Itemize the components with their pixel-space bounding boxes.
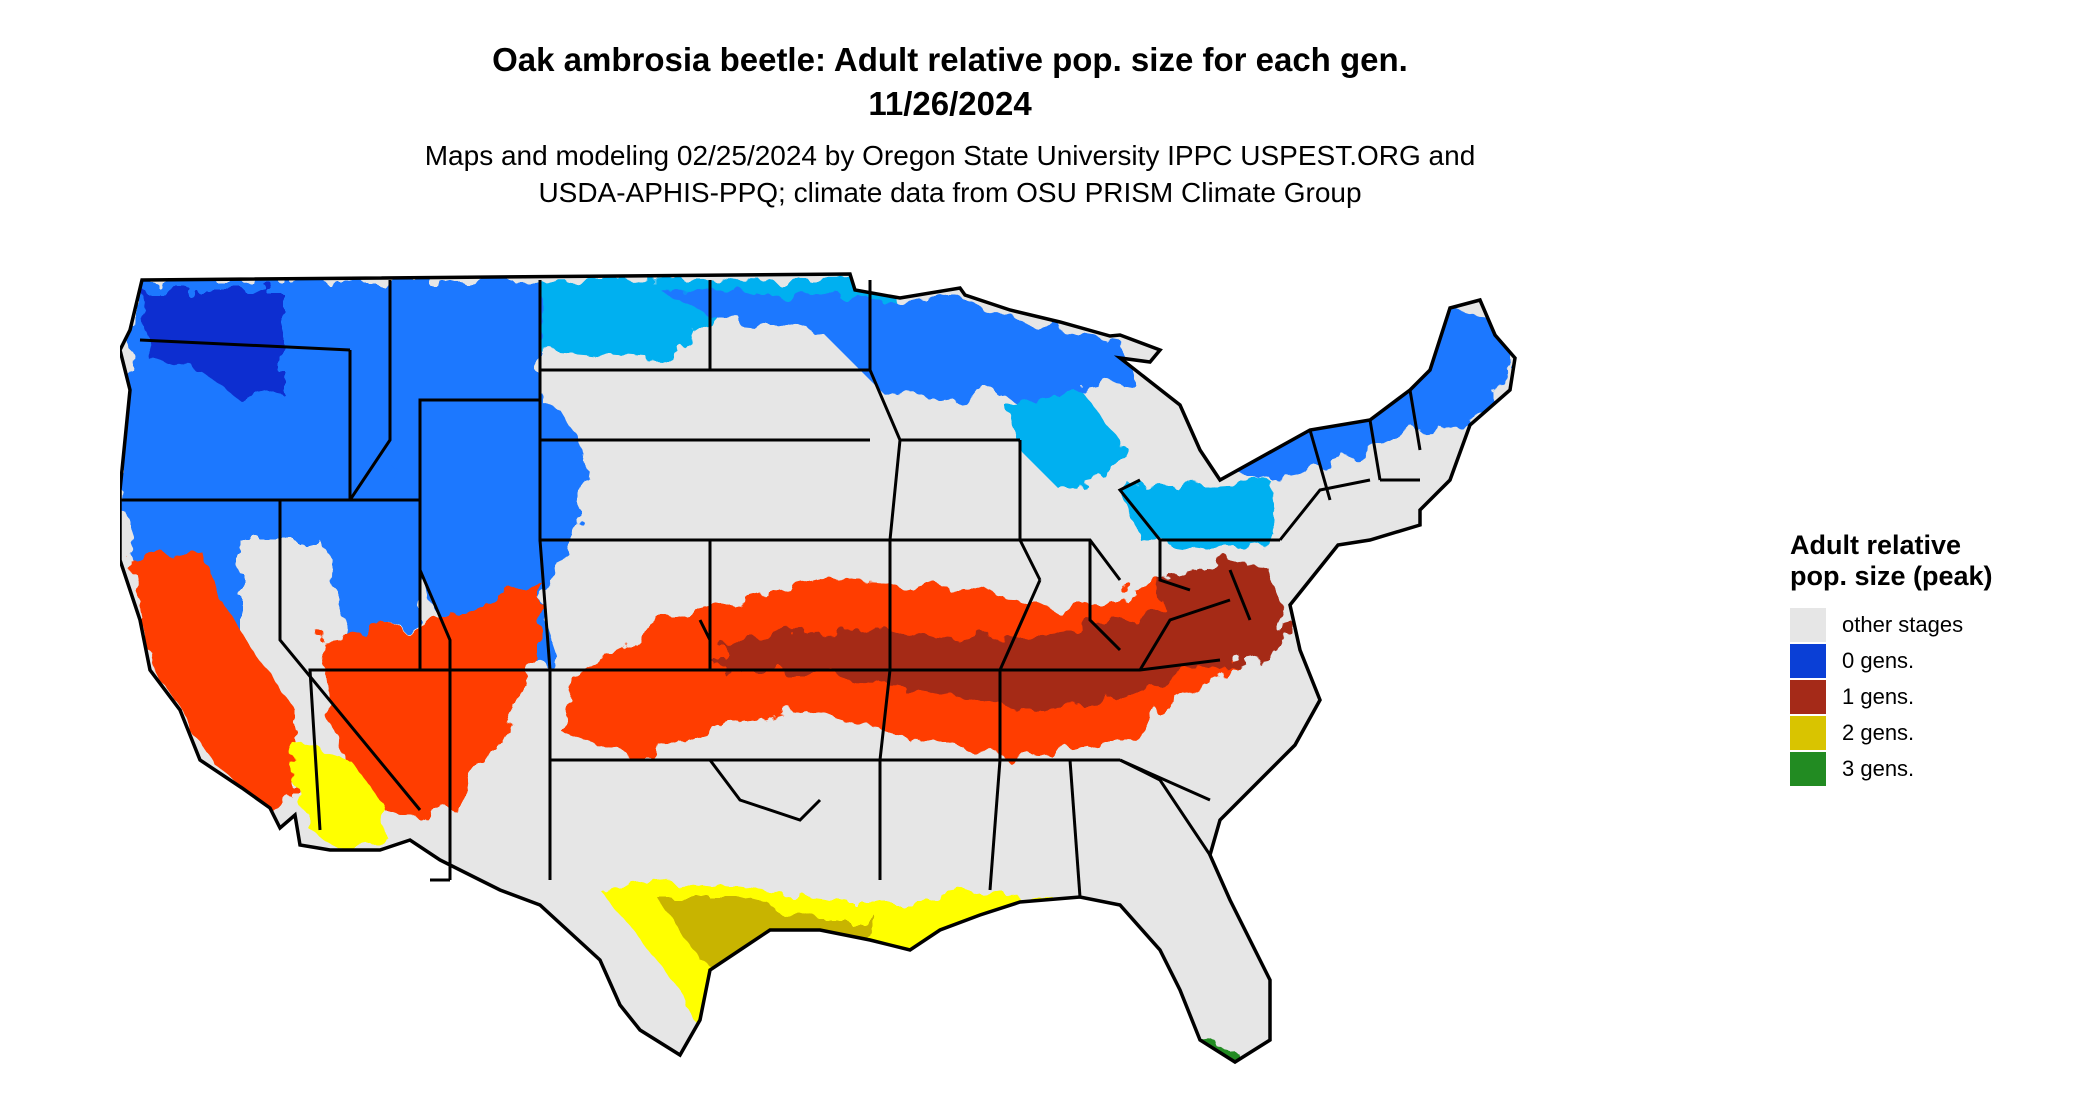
legend-swatch-1-gens <box>1790 680 1826 714</box>
zone-1-gens-virginia <box>1160 560 1290 670</box>
legend-swatch-0-gens <box>1790 644 1826 678</box>
zone-0-gens-midwest <box>660 290 1130 420</box>
model-colors-layer <box>120 274 1515 1062</box>
zone-0-gens-newyork <box>1120 480 1280 550</box>
legend-item: 0 gens. <box>1790 643 2010 679</box>
legend-label: 2 gens. <box>1842 720 1915 745</box>
map-subtitle: Maps and modeling 02/25/2024 by Oregon S… <box>0 137 1900 211</box>
legend-title: Adult relative pop. size (peak) <box>1790 530 1993 591</box>
zone-1-gens-california <box>130 550 295 810</box>
legend-swatch-3-gens <box>1790 752 1826 786</box>
legend-item: 1 gens. <box>1790 679 2010 715</box>
legend-item: other stages <box>1790 607 2010 643</box>
legend-swatch-2-gens <box>1790 716 1826 750</box>
zone-0-gens-michigan <box>1000 390 1120 490</box>
legend-item: 2 gens. <box>1790 715 2010 751</box>
legend-label: 3 gens. <box>1842 756 1915 781</box>
us-outline <box>120 272 1517 1065</box>
legend-label: other stages <box>1842 612 1964 637</box>
legend-label: 0 gens. <box>1842 648 1915 673</box>
legend-item: 3 gens. <box>1790 751 2010 787</box>
map-title: Oak ambrosia beetle: Adult relative pop.… <box>0 38 1900 126</box>
state-borders <box>120 272 1517 1065</box>
zone-1-gens-southwest <box>320 580 540 820</box>
legend: Adult relative pop. size (peak) other st… <box>1790 530 2010 787</box>
legend-swatch-other-stages <box>1790 608 1826 642</box>
zone-0-gens-dark <box>140 290 280 400</box>
legend-items: other stages 0 gens. 1 gens. 2 gens. 3 g… <box>1790 607 2010 787</box>
subtitle-line2: USDA-APHIS-PPQ; climate data from OSU PR… <box>538 177 1362 208</box>
map-title-line1: Oak ambrosia beetle: Adult relative pop.… <box>492 41 1408 78</box>
legend-label: 1 gens. <box>1842 684 1915 709</box>
zone-1-gens-central-dark <box>720 600 1240 710</box>
us-map <box>120 272 1517 1065</box>
subtitle-line1: Maps and modeling 02/25/2024 by Oregon S… <box>424 140 1476 171</box>
map-date: 11/26/2024 <box>868 85 1032 122</box>
